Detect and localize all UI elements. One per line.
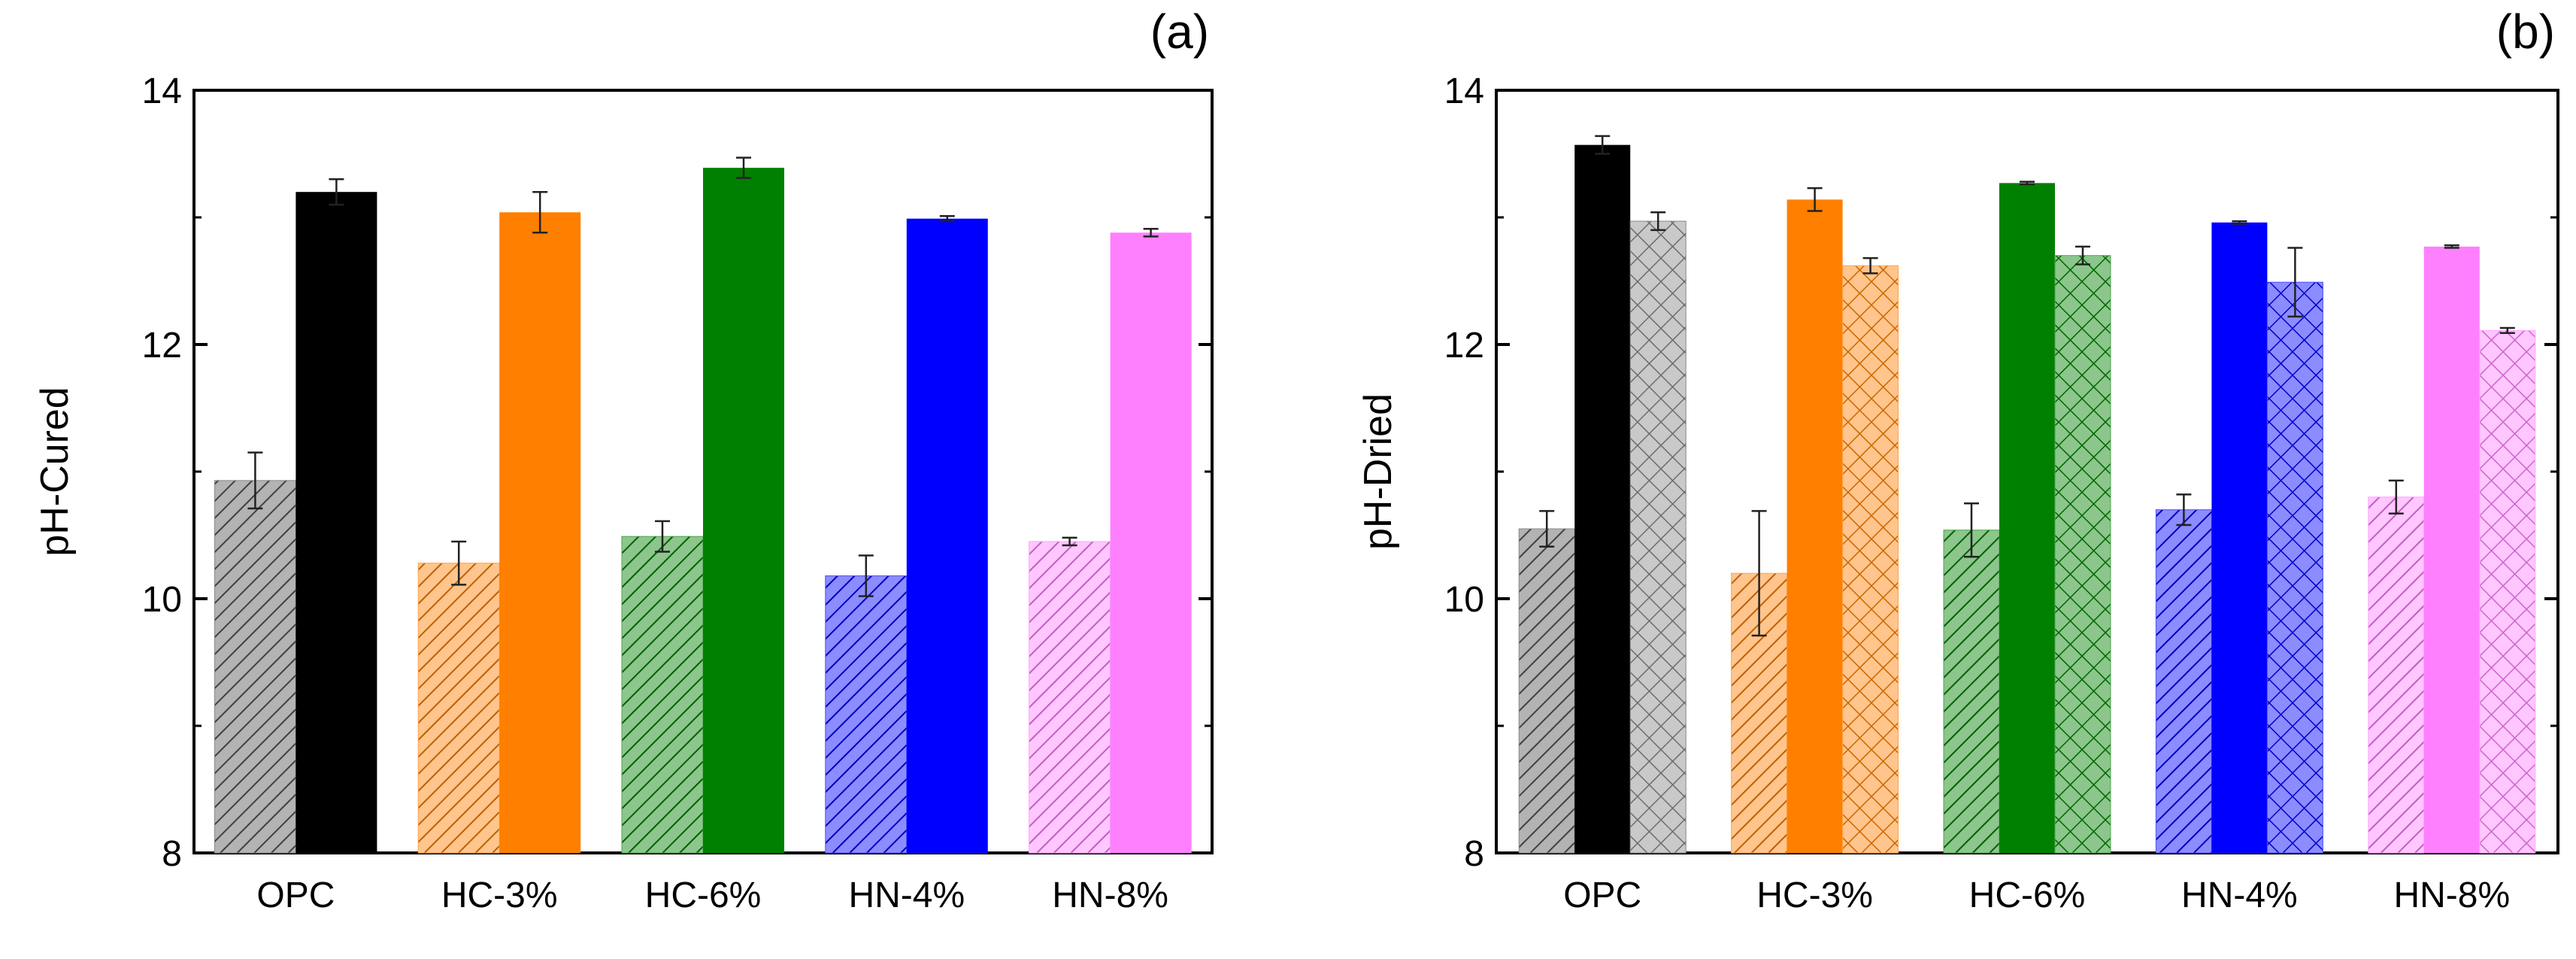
bar xyxy=(2211,222,2268,853)
bar xyxy=(825,575,908,854)
error-bar xyxy=(532,190,548,234)
y-tick-label: 8 xyxy=(1464,834,1484,874)
error-bar xyxy=(736,156,751,179)
y-tick-label: 8 xyxy=(162,834,182,874)
x-tick-label: OPC xyxy=(1563,876,1641,915)
bar xyxy=(2368,496,2425,854)
error-bar xyxy=(2176,493,2192,527)
x-tick-label: HN-8% xyxy=(1052,876,1168,915)
error-bar xyxy=(939,215,955,223)
y-axis-title: pH-Dried xyxy=(1356,393,1400,550)
error-bar xyxy=(329,178,344,206)
error-bar xyxy=(1143,227,1159,238)
bar xyxy=(1574,144,1631,854)
error-bar xyxy=(1062,536,1077,547)
bar xyxy=(1029,541,1111,854)
y-tick-label: 12 xyxy=(142,326,182,366)
x-tick-label: HC-6% xyxy=(1969,876,2086,915)
x-tick-label: HN-8% xyxy=(2393,876,2510,915)
error-bar xyxy=(2232,220,2247,225)
y-tick-label: 12 xyxy=(1444,326,1484,366)
error-bar xyxy=(2075,245,2090,266)
y-tick-label: 10 xyxy=(142,580,182,620)
error-bar xyxy=(2287,247,2303,318)
error-bar xyxy=(1751,510,1767,637)
bar xyxy=(906,218,988,853)
bar xyxy=(1518,528,1575,854)
panel-label: (b) xyxy=(2496,5,2555,59)
error-bar xyxy=(2020,181,2035,186)
bar xyxy=(1842,265,1899,854)
error-bar xyxy=(1807,187,1823,212)
x-tick-label: HC-6% xyxy=(645,876,762,915)
error-bar xyxy=(655,520,670,553)
bar xyxy=(1787,199,1843,854)
y-axis-title: pH-Cured xyxy=(33,387,77,556)
y-tick-label: 10 xyxy=(1444,580,1484,620)
error-bar xyxy=(1650,211,1666,232)
error-bar xyxy=(858,554,874,597)
error-bar xyxy=(1964,502,1979,558)
chart-panel-b: 8 10 12 14 pH-Dried (b) OPC HC-3% HC-6% HN-4% HN-8… xyxy=(1356,5,2559,915)
error-bar xyxy=(247,451,263,510)
x-tick-label: HC-3% xyxy=(441,876,558,915)
bar xyxy=(295,192,377,853)
bar xyxy=(1999,183,2055,853)
bar xyxy=(1943,530,2000,854)
bar xyxy=(417,563,500,854)
x-tick-label: OPC xyxy=(256,876,335,915)
y-tick-label: 14 xyxy=(142,71,182,111)
x-tick-label: HC-3% xyxy=(1756,876,1873,915)
bar xyxy=(2479,329,2536,854)
error-bar xyxy=(2499,326,2515,335)
error-bar xyxy=(1595,135,1611,155)
bar xyxy=(1629,220,1687,854)
bar xyxy=(2266,281,2323,854)
error-bar xyxy=(2388,479,2404,515)
bar xyxy=(2155,509,2212,854)
x-tick-label: HN-4% xyxy=(848,876,965,915)
bar xyxy=(621,536,704,854)
y-tick-label: 14 xyxy=(1444,71,1484,111)
bar xyxy=(703,168,784,854)
bar xyxy=(2423,246,2480,853)
bar xyxy=(1110,232,1192,853)
bar xyxy=(2054,255,2111,854)
x-tick-label: HN-4% xyxy=(2181,876,2298,915)
panel-label: (a) xyxy=(1150,5,1209,59)
error-bar xyxy=(451,540,467,586)
error-bar xyxy=(2444,244,2459,249)
bar xyxy=(499,212,581,853)
chart-panel-a: 8 10 12 14 pH-Cured (a) OPC HC-3% HC-6% HN-4% HN-8… xyxy=(33,5,1214,915)
error-bar xyxy=(1539,510,1555,548)
bar xyxy=(214,480,296,854)
error-bar xyxy=(1862,256,1878,275)
